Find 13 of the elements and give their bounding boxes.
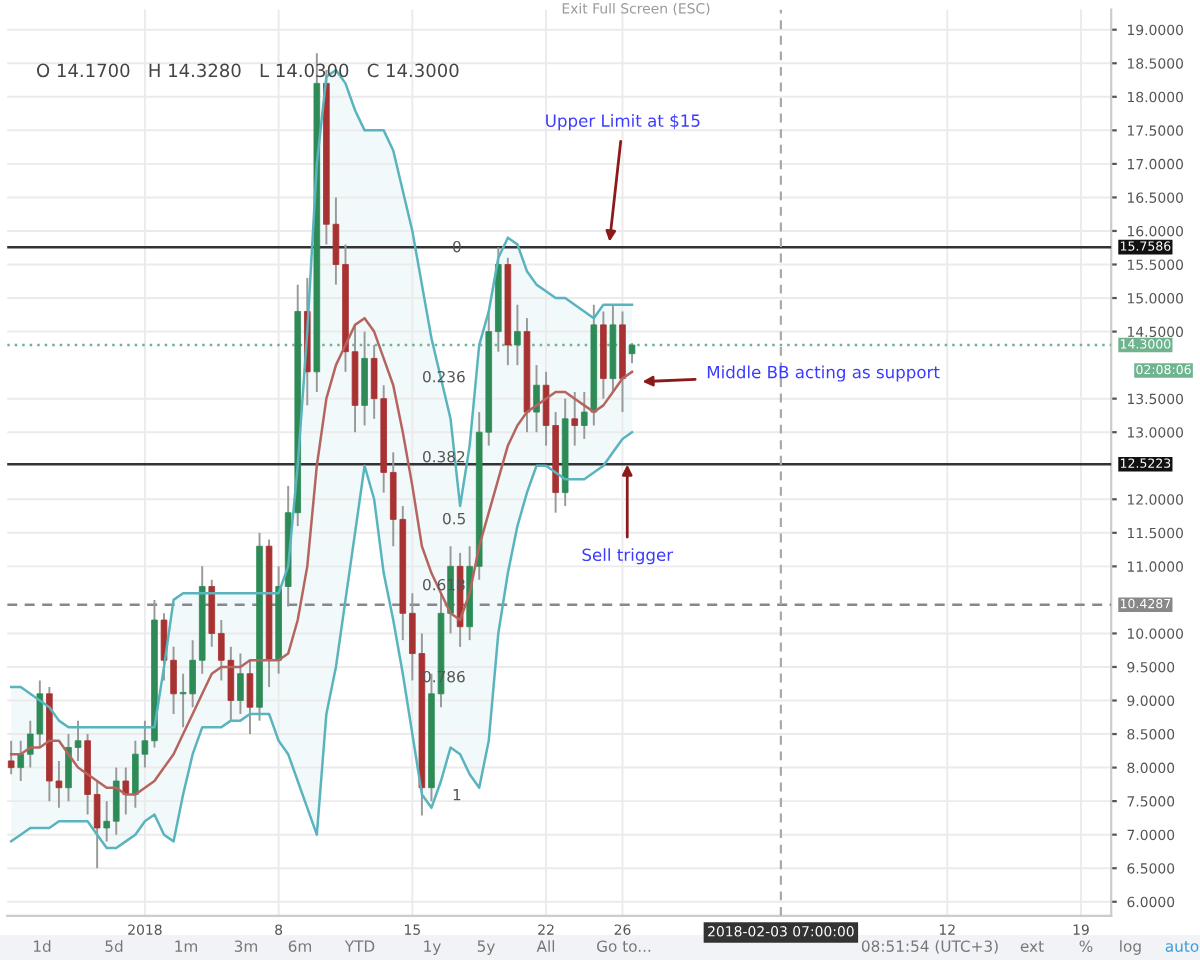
annotation: O 14.1700 H 14.3280 L 14.0300 C 14.3000: [37, 63, 459, 78]
candlestick: [628, 342, 636, 365]
candlestick: [533, 364, 540, 434]
candlestick: [514, 303, 521, 367]
candlestick: [571, 390, 579, 447]
annotation: Sell trigger: [582, 548, 674, 565]
annotation: Upper Limit at $15: [546, 114, 700, 131]
candlestick: [122, 766, 130, 816]
candlestick: [7, 739, 15, 776]
candlestick: [246, 659, 254, 736]
candlestick: [361, 330, 368, 427]
annotation: Middle BB acting as support: [707, 365, 940, 382]
candlestick: [237, 652, 244, 715]
